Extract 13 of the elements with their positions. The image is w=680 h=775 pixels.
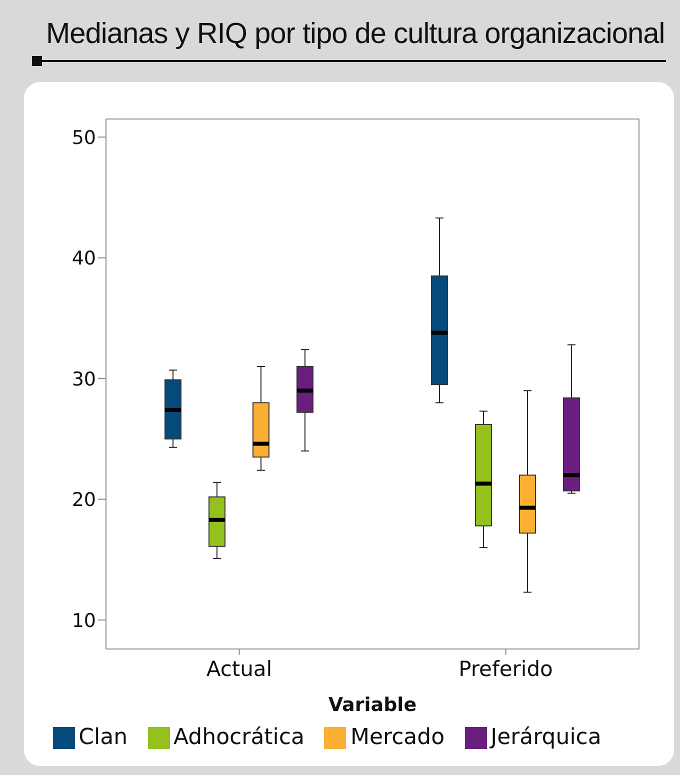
x-tick-label: Actual <box>206 656 272 681</box>
chart-title: Medianas y RIQ por tipo de cultura organizacional <box>46 18 665 51</box>
y-tick-label: 30 <box>72 368 96 390</box>
x-axis-title: Variable <box>328 694 417 716</box>
y-tick-label: 50 <box>72 126 96 149</box>
x-tick-label: Preferido <box>458 656 553 681</box>
y-tick-label: 40 <box>72 248 96 270</box>
legend-label: Jerárquica <box>490 725 602 750</box>
legend-label: Mercado <box>350 725 445 750</box>
legend-label: Clan <box>78 725 128 750</box>
legend-label: Adhocrática <box>174 725 304 750</box>
y-tick-label: 10 <box>72 610 96 632</box>
y-tick-label: 20 <box>72 489 96 512</box>
